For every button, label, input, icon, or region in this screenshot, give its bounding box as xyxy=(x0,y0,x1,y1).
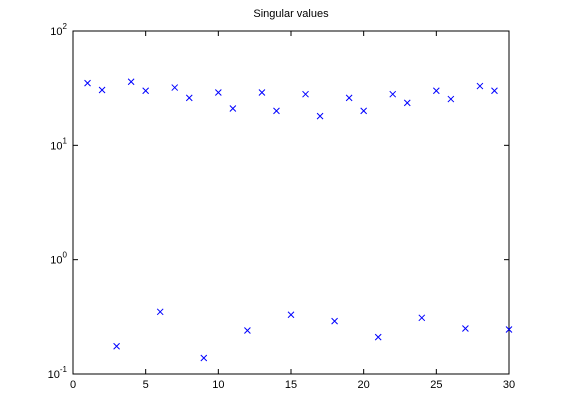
marker xyxy=(360,107,368,115)
x-tick-label: 10 xyxy=(212,379,224,391)
chart-title: Singular values xyxy=(253,8,329,20)
x-tick-label: 0 xyxy=(70,379,76,391)
marker xyxy=(171,84,179,91)
marker xyxy=(331,317,338,325)
marker xyxy=(229,105,237,112)
marker xyxy=(374,333,382,341)
marker xyxy=(244,327,251,334)
x-tick-label: 15 xyxy=(285,379,297,391)
marker xyxy=(345,94,353,102)
marker xyxy=(127,78,135,86)
marker xyxy=(287,311,295,319)
x-tick-label: 20 xyxy=(358,379,370,391)
x-tick-label: 30 xyxy=(503,379,515,391)
marker xyxy=(302,90,309,98)
marker xyxy=(389,90,397,98)
marker xyxy=(462,325,469,332)
marker xyxy=(156,308,164,316)
y-tick-label: 100 xyxy=(50,251,67,267)
marker xyxy=(142,87,150,95)
y-tick-label: 101 xyxy=(50,136,67,152)
marker xyxy=(200,354,208,362)
marker xyxy=(258,89,266,96)
marker xyxy=(418,314,426,322)
marker xyxy=(113,342,120,350)
marker xyxy=(214,89,222,96)
marker xyxy=(491,87,498,95)
axes-box xyxy=(72,30,510,375)
y-tick-label: 10-1 xyxy=(48,365,68,381)
marker xyxy=(403,99,411,107)
marker xyxy=(447,95,455,103)
x-tick-label: 25 xyxy=(430,379,442,391)
marker xyxy=(432,87,440,95)
marker xyxy=(98,86,106,94)
x-tick-label: 5 xyxy=(143,379,149,391)
y-tick-label: 102 xyxy=(50,22,67,38)
marker xyxy=(505,326,513,333)
marker xyxy=(84,79,91,87)
marker xyxy=(316,112,324,120)
marker xyxy=(273,107,280,115)
marker xyxy=(476,82,484,90)
marker xyxy=(185,94,193,102)
